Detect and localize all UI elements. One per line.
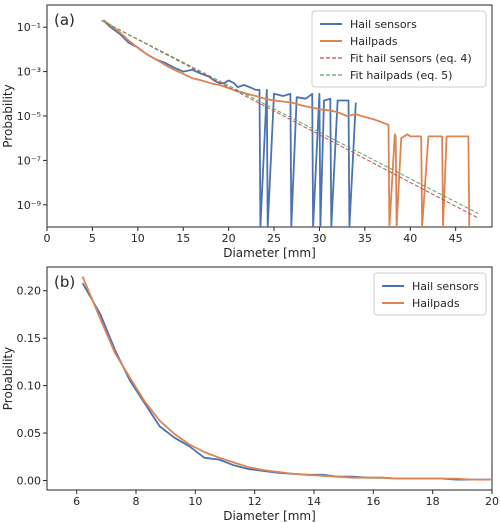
panel-a-y-tick-label: 10⁻⁵ [17,110,41,123]
panel-b-series-line-2 [81,276,492,481]
panel-b-x-tick-label: 18 [426,495,440,508]
panel-b-x-tick-label: 6 [73,495,80,508]
panel-a-legend-box [311,10,487,88]
panel-b-series [81,276,492,481]
panel-a-series-line-4 [101,20,479,215]
panel-a-series [101,19,479,227]
panel-a-series-line-2 [102,19,471,227]
panel-a-y-tick-label: 10⁻³ [17,66,41,79]
panel-a-legend-label: Hailpads [350,35,398,48]
panel-a-y-tick-label: 10⁻¹ [17,21,41,34]
panel-a-x-tick-label: 45 [449,232,463,245]
panel-a-x-tick-label: 10 [131,232,145,245]
panel-a-x-tick-label: 20 [222,232,236,245]
panel-b-y-axis-label: Probability [1,347,15,410]
panel-a-ticks: 0 5 10 15 20 25 30 35 40 45 10⁻¹ 10⁻³ 10⁻⁵ 10⁻⁷ 10⁻⁹ [17,21,463,245]
panel-b-legend-box [373,272,487,316]
panel-b-x-tick-label: 8 [133,495,140,508]
panel-a-legend: Hail sensors Hailpads Fit hail sensors (eq… [311,10,487,88]
panel-a-x-tick-label: 40 [403,232,417,245]
panel-a-x-tick-label: 35 [358,232,372,245]
panel-b-y-tick-label: 0.10 [17,380,42,393]
panel-b-legend-label: Hail sensors [412,280,479,293]
panel-b-y-tick-label: 0.05 [17,427,42,440]
panel-a-legend-label: Hail sensors [350,18,417,31]
panel-b-legend-label: Hailpads [412,297,460,310]
panel-a-x-tick-label: 25 [267,232,281,245]
panel-b-x-tick-label: 20 [485,495,499,508]
panel-b-y-tick-label: 0.00 [17,475,42,488]
panel-a-x-tick-label: 15 [176,232,190,245]
panel-a-x-tick-label: 30 [312,232,326,245]
panel-b-x-tick-label: 14 [307,495,321,508]
panel-a-legend-label: Fit hailpads (eq. 5) [350,69,452,82]
panel-a-y-tick-label: 10⁻⁷ [17,154,41,167]
panel-a: 0 5 10 15 20 25 30 35 40 45 10⁻¹ 10⁻³ 10⁻⁵ 10⁻⁷ 10⁻⁹ (… [1,4,493,260]
panel-a-y-tick-label: 10⁻⁹ [17,199,41,212]
panel-b-label: (b) [54,273,75,291]
panel-b-legend: Hail sensors Hailpads [373,272,487,316]
panel-b-frame [46,266,493,491]
panel-a-x-axis-label: Diameter [mm] [223,246,316,260]
panel-b-y-tick-label: 0.15 [17,332,42,345]
panel-b-x-tick-label: 12 [248,495,262,508]
panel-b-y-tick-label: 0.20 [17,285,42,298]
panel-b-ticks: 6 8 10 12 14 16 18 20 0.00 0.05 0.10 0.15 0.20 [17,285,500,508]
panel-b-x-tick-label: 10 [188,495,202,508]
panel-b-x-tick-label: 16 [366,495,380,508]
panel-a-x-tick-label: 0 [44,232,51,245]
panel-a-y-axis-label: Probability [1,84,15,147]
panel-a-label: (a) [54,11,75,29]
panel-a-x-tick-label: 5 [89,232,96,245]
panel-a-legend-label: Fit hail sensors (eq. 4) [350,52,472,65]
panel-a-series-line-3 [101,20,479,219]
panel-b: 6 8 10 12 14 16 18 20 0.00 0.05 0.10 0.15 0.20 (b) D… [1,266,500,523]
panel-b-x-axis-label: Diameter [mm] [223,509,316,523]
panel-a-series-line-1 [102,19,357,227]
